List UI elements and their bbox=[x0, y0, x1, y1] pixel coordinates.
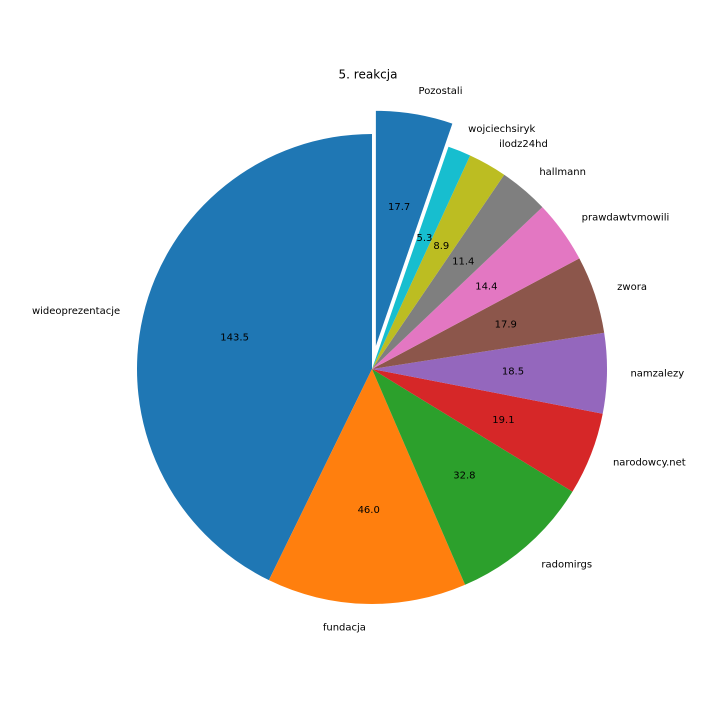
slice-label: radomirgs bbox=[541, 559, 592, 570]
value-label: 18.5 bbox=[502, 367, 524, 378]
slice-label: wideoprezentacje bbox=[32, 306, 120, 317]
value-label: 11.4 bbox=[452, 257, 474, 268]
value-label: 17.9 bbox=[495, 319, 517, 330]
value-label: 143.5 bbox=[220, 332, 249, 343]
value-label: 46.0 bbox=[358, 505, 380, 516]
pie-slice bbox=[372, 146, 471, 369]
slice-label: ilodz24hd bbox=[499, 139, 548, 150]
pie-slice bbox=[372, 207, 580, 369]
pie-slice bbox=[372, 258, 605, 369]
pie-slice bbox=[268, 369, 466, 604]
pie-slice bbox=[372, 369, 603, 492]
slice-label: narodowcy.net bbox=[613, 458, 686, 469]
pie-slice bbox=[137, 134, 372, 581]
value-label: 5.3 bbox=[416, 233, 432, 244]
value-label: 19.1 bbox=[492, 415, 514, 426]
pie-slice bbox=[372, 369, 573, 585]
slice-label: hallmann bbox=[539, 167, 586, 178]
slice-label: Pozostali bbox=[419, 86, 463, 97]
value-label: 14.4 bbox=[475, 281, 497, 292]
value-label: 17.7 bbox=[388, 202, 410, 213]
slice-label: zwora bbox=[617, 282, 647, 293]
value-label: 8.9 bbox=[433, 241, 449, 252]
pie-slice bbox=[372, 174, 543, 369]
value-label: 32.8 bbox=[453, 471, 475, 482]
slice-label: prawdawtvmowili bbox=[582, 213, 670, 224]
chart-title: 5. reakcja bbox=[339, 68, 398, 82]
pie-slice bbox=[375, 110, 453, 346]
pie-slice bbox=[372, 332, 607, 414]
slice-label: wojciechsiryk bbox=[468, 124, 535, 135]
pie-slice bbox=[372, 155, 505, 369]
slice-label: fundacja bbox=[323, 622, 366, 633]
slice-label: namzalezy bbox=[630, 369, 684, 380]
